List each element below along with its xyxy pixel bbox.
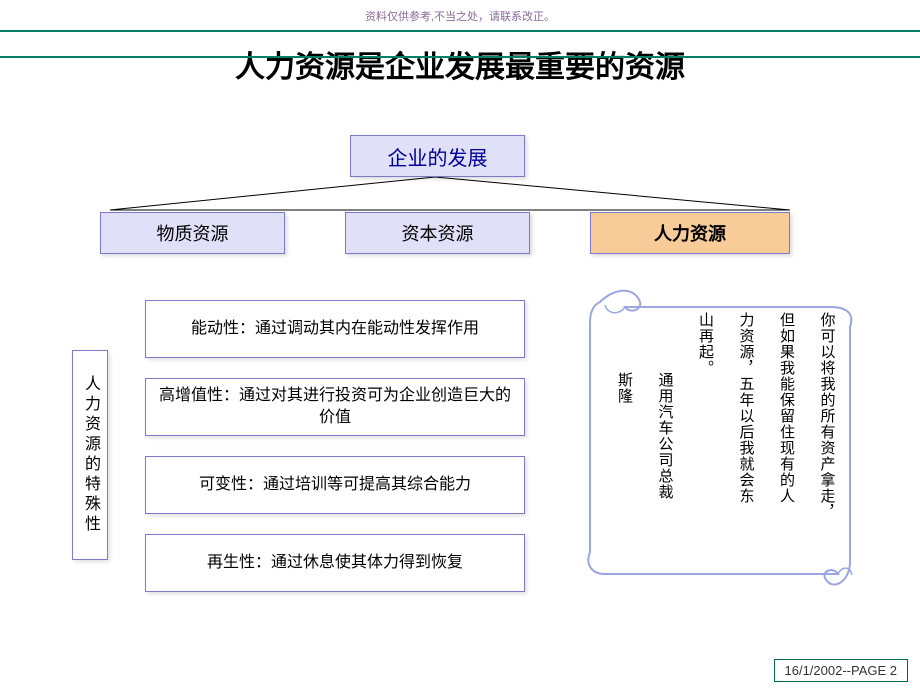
- page-title: 人力资源是企业发展最重要的资源: [0, 42, 920, 86]
- quote-text-container: 你可以将我的所有资产拿走， 但如果我能保留住现有的人 力资源，五年以后我就会东 …: [610, 312, 840, 572]
- quote-line-2: 但如果我能保留住现有的人: [772, 312, 801, 504]
- branch-material: 物质资源: [100, 212, 285, 254]
- footer-page-info: 16/1/2002--PAGE 2: [774, 659, 909, 682]
- quote-attribution-1: 通用汽车公司总裁: [650, 372, 679, 500]
- header-rule-2: [0, 56, 920, 58]
- branch-connector: [100, 177, 820, 212]
- trait-variable: 可变性：通过培训等可提高其综合能力: [145, 456, 525, 514]
- disclaimer-text: 资料仅供参考,不当之处，请联系改正。: [0, 8, 920, 24]
- trait-renewable: 再生性：通过休息使其体力得到恢复: [145, 534, 525, 592]
- top-node-enterprise: 企业的发展: [350, 135, 525, 177]
- branch-capital: 资本资源: [345, 212, 530, 254]
- quote-scroll: 你可以将我的所有资产拿走， 但如果我能保留住现有的人 力资源，五年以后我就会东 …: [570, 282, 870, 602]
- header-rule-1: [0, 30, 920, 32]
- trait-active: 能动性：通过调动其内在能动性发挥作用: [145, 300, 525, 358]
- quote-line-1: 你可以将我的所有资产拿走，: [812, 312, 841, 520]
- trait-value: 高增值性：通过对其进行投资可为企业创造巨大的价值: [145, 378, 525, 436]
- quote-line-3: 力资源，五年以后我就会东: [731, 312, 760, 504]
- side-label-hr-traits: 人力资源的特殊性: [72, 350, 108, 560]
- branch-hr: 人力资源: [590, 212, 790, 254]
- quote-attribution-2: 斯隆: [610, 372, 639, 404]
- quote-line-4: 山再起。: [691, 312, 720, 376]
